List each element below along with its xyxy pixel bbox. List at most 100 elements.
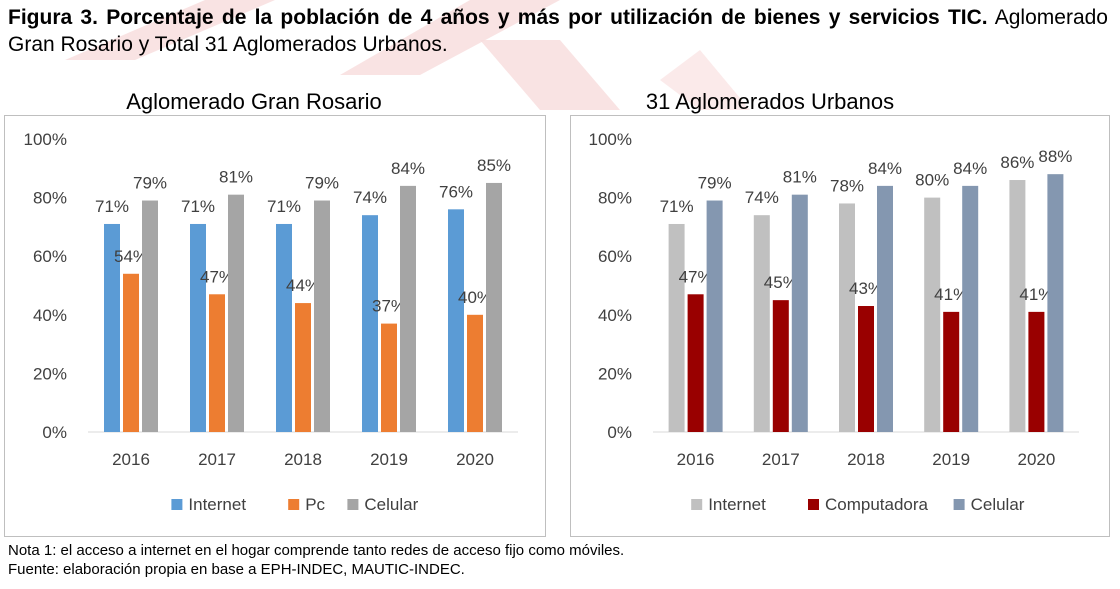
chart-title-31-aglomerados: 31 Aglomerados Urbanos (645, 89, 895, 114)
data-label-internet-2016: 71% (660, 197, 694, 216)
x-tick-label-2017: 2017 (198, 450, 236, 469)
chart-31-aglomerados: 0% 20% 40% 60% 80% 100% 71% 47% 79% 2016 74% 45% 81%… (589, 130, 1079, 514)
bar-pc-2017 (209, 294, 225, 432)
data-label-computadora-2018: 43% (849, 279, 883, 298)
data-label-celular-2019: 84% (391, 159, 425, 178)
legend-swatch-internet (691, 499, 703, 510)
legend-swatch-celular (953, 499, 965, 510)
bar-celular-2016 (142, 200, 158, 432)
legend-swatch-computadora (808, 499, 819, 510)
bar-celular-2018 (877, 185, 893, 432)
bar-internet-2018 (839, 203, 855, 432)
bar-pc-2018 (295, 303, 311, 432)
data-label-celular-2016: 79% (133, 174, 167, 193)
bar-computadora-2017 (772, 300, 789, 432)
y-tick-label: 20% (598, 364, 632, 383)
y-tick-label: 80% (33, 189, 67, 208)
bar-celular-2020 (486, 182, 502, 432)
data-label-internet-2020: 86% (1000, 153, 1034, 172)
bar-pc-2020 (467, 314, 483, 432)
data-label-pc-2020: 40% (458, 288, 492, 307)
legend-label-pc: Pc (305, 495, 325, 514)
bar-celular-2017 (228, 194, 244, 432)
bar-internet-2016 (668, 223, 685, 432)
data-label-computadora-2020: 41% (1019, 285, 1053, 304)
chart-panel-rosario: 0% 20% 40% 60% 80% 100% 71% 54% 79% 2016 71% 47% 81%… (4, 115, 546, 537)
bar-pc-2016 (123, 273, 139, 432)
chart-panel-31-aglomerados: 0% 20% 40% 60% 80% 100% 71% 47% 79% 2016 74% 45% 81%… (570, 115, 1110, 537)
bar-celular-2019 (962, 185, 979, 432)
data-label-internet-2017: 74% (745, 188, 779, 207)
data-label-internet-2016: 71% (95, 197, 129, 216)
data-label-pc-2019: 37% (372, 297, 406, 316)
data-label-celular-2018: 79% (305, 174, 339, 193)
legend-label-internet: Internet (708, 495, 766, 514)
x-tick-label-2016: 2016 (112, 450, 150, 469)
x-tick-label-2018: 2018 (847, 450, 885, 469)
data-label-internet-2018: 71% (267, 197, 301, 216)
legend-swatch-internet (171, 499, 183, 510)
x-tick-label-2019: 2019 (370, 450, 408, 469)
bar-internet-2019 (924, 197, 941, 432)
legend-swatch-celular (347, 499, 359, 510)
y-tick-label: 80% (598, 189, 632, 208)
data-label-internet-2017: 71% (181, 197, 215, 216)
bar-computadora-2016 (687, 294, 704, 432)
chart-title-rosario: Aglomerado Gran Rosario (126, 89, 382, 114)
bar-internet-2016 (104, 223, 120, 432)
x-tick-label-2019: 2019 (932, 450, 970, 469)
bar-internet-2017 (753, 215, 770, 432)
bar-celular-2019 (400, 185, 416, 432)
data-label-celular-2020: 88% (1038, 147, 1072, 166)
x-tick-label-2017: 2017 (762, 450, 800, 469)
bar-computadora-2018 (858, 306, 874, 432)
data-label-computadora-2019: 41% (934, 285, 968, 304)
y-tick-label: 0% (42, 423, 67, 442)
y-tick-label: 40% (598, 306, 632, 325)
bar-internet-2020 (1009, 180, 1026, 432)
bar-pc-2019 (381, 323, 397, 432)
data-label-celular-2017: 81% (783, 168, 817, 187)
y-tick-label: 0% (607, 423, 632, 442)
data-label-celular-2020: 85% (477, 156, 511, 175)
x-tick-label-2020: 2020 (456, 450, 494, 469)
data-label-pc-2016: 54% (114, 247, 148, 266)
data-label-celular-2016: 79% (698, 174, 732, 193)
y-tick-label: 60% (33, 247, 67, 266)
bar-computadora-2020 (1028, 311, 1045, 432)
bar-internet-2017 (190, 223, 206, 432)
chart-rosario: 0% 20% 40% 60% 80% 100% 71% 54% 79% 2016 71% 47% 81%… (24, 130, 518, 514)
bar-internet-2018 (276, 223, 292, 432)
bar-internet-2019 (362, 215, 378, 432)
bar-celular-2020 (1047, 174, 1064, 432)
figure-title-rest: Aglomerado Gran Rosario y Total 31 Aglom… (8, 6, 1108, 56)
y-tick-label: 100% (589, 130, 632, 149)
data-label-computadora-2016: 47% (679, 267, 713, 286)
figure-title-bold: Figura 3. Porcentaje de la población de … (8, 6, 988, 29)
source-text: Fuente: elaboración propia en base a EPH… (8, 561, 465, 578)
bar-computadora-2019 (943, 311, 960, 432)
bar-celular-2018 (314, 200, 330, 432)
legend-label-celular: Celular (971, 495, 1025, 514)
data-label-celular-2017: 81% (219, 168, 253, 187)
bar-celular-2017 (791, 194, 808, 432)
data-label-internet-2019: 80% (915, 171, 949, 190)
x-tick-label-2020: 2020 (1017, 450, 1055, 469)
legend-label-computadora: Computadora (825, 495, 929, 514)
legend-swatch-pc (288, 499, 300, 510)
bar-celular-2016 (706, 200, 723, 432)
note-text: Nota 1: el acceso a internet en el hogar… (8, 542, 625, 559)
y-tick-label: 20% (33, 364, 67, 383)
data-label-celular-2018: 84% (868, 159, 902, 178)
legend-label-internet: Internet (188, 495, 246, 514)
data-label-computadora-2017: 45% (764, 273, 798, 292)
data-label-pc-2018: 44% (286, 276, 320, 295)
legend-label-celular: Celular (364, 495, 418, 514)
y-tick-label: 60% (598, 247, 632, 266)
x-tick-label-2016: 2016 (677, 450, 715, 469)
data-label-internet-2019: 74% (353, 188, 387, 207)
data-label-pc-2017: 47% (200, 267, 234, 286)
y-tick-label: 40% (33, 306, 67, 325)
x-tick-label-2018: 2018 (284, 450, 322, 469)
figure-title: Figura 3. Porcentaje de la población de … (8, 4, 1108, 58)
